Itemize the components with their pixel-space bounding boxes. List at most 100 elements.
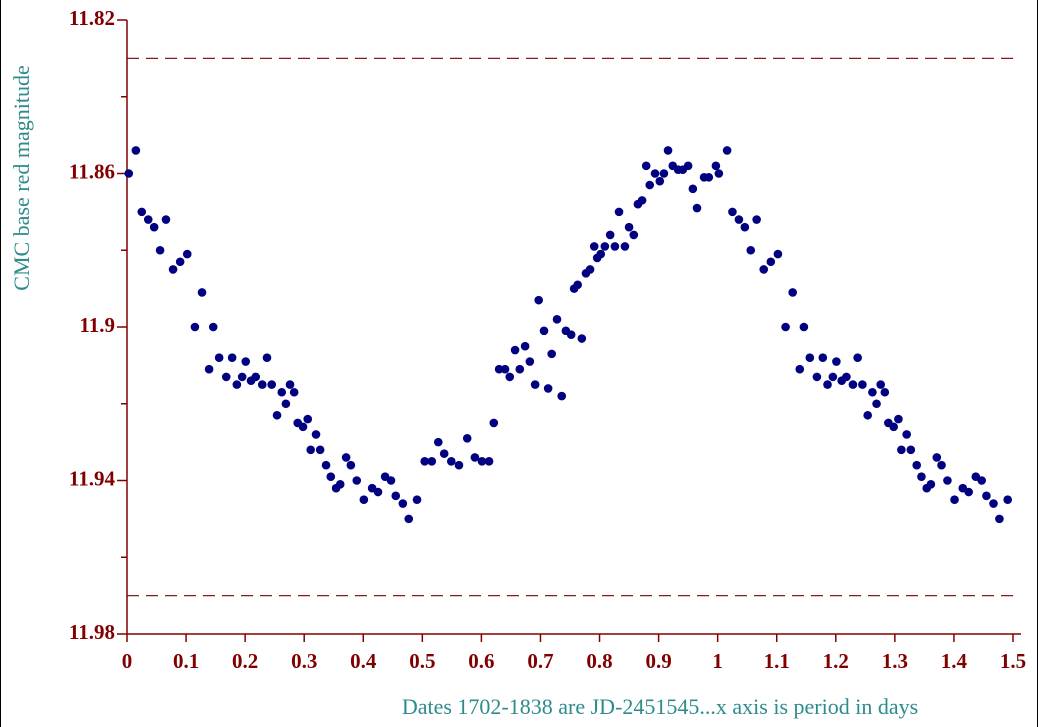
point <box>577 334 587 343</box>
point <box>359 495 369 504</box>
point <box>321 460 331 470</box>
point <box>788 288 797 297</box>
point <box>484 457 494 466</box>
point <box>842 372 851 382</box>
x-tick-label: 1.2 <box>823 649 849 673</box>
point <box>267 380 277 389</box>
point <box>629 230 639 240</box>
point <box>257 380 267 389</box>
point <box>1003 495 1012 504</box>
point <box>620 242 630 251</box>
x-tick-label: 0 <box>122 649 133 673</box>
point <box>262 353 272 363</box>
x-tick-label: 0.9 <box>645 649 671 673</box>
point <box>214 353 224 363</box>
point <box>600 242 610 251</box>
point <box>190 322 200 332</box>
point <box>161 215 171 224</box>
point <box>704 173 714 182</box>
point <box>692 203 702 213</box>
point <box>853 353 862 363</box>
point <box>439 449 449 458</box>
x-tick-label: 1.3 <box>882 649 908 673</box>
point <box>539 326 549 336</box>
point <box>182 249 192 259</box>
point <box>326 472 336 481</box>
point <box>241 357 251 366</box>
point <box>818 353 828 363</box>
point <box>728 207 737 217</box>
point <box>943 476 952 485</box>
x-tick-label: 0.6 <box>468 649 494 673</box>
point <box>510 345 520 355</box>
point <box>937 460 946 470</box>
point <box>232 380 242 389</box>
point <box>298 422 308 432</box>
point <box>746 245 756 255</box>
y-tick-label: 11.9 <box>79 313 115 337</box>
point <box>530 380 540 389</box>
point <box>277 387 287 397</box>
point <box>812 372 822 382</box>
point <box>614 207 624 217</box>
point <box>880 387 890 397</box>
point <box>306 445 315 455</box>
point <box>688 184 698 194</box>
point <box>932 453 942 462</box>
point <box>285 380 295 389</box>
x-tick-label: 0.8 <box>586 649 612 673</box>
point <box>477 457 487 466</box>
point <box>589 242 599 251</box>
point <box>547 349 556 359</box>
point <box>659 169 669 178</box>
point <box>335 480 345 489</box>
x-tick-label: 1 <box>712 649 723 673</box>
point <box>251 372 261 382</box>
point <box>404 514 414 524</box>
point <box>573 280 582 290</box>
point <box>711 161 721 171</box>
y-tick-label: 11.86 <box>69 159 115 183</box>
point <box>505 372 515 382</box>
point <box>373 487 383 497</box>
point <box>917 472 926 481</box>
point <box>714 169 724 178</box>
point <box>433 437 443 447</box>
point <box>773 249 783 259</box>
point <box>352 476 362 485</box>
point <box>828 372 838 382</box>
point <box>149 222 159 232</box>
point <box>566 330 576 339</box>
point <box>237 372 247 382</box>
point <box>848 380 858 389</box>
point <box>525 357 535 366</box>
point <box>795 364 805 374</box>
point <box>624 222 634 232</box>
point <box>124 169 134 178</box>
point <box>799 322 809 332</box>
point <box>311 430 321 439</box>
point <box>766 257 776 267</box>
point <box>155 245 165 255</box>
point <box>650 169 660 178</box>
point <box>175 257 185 267</box>
point <box>427 457 437 466</box>
point <box>734 215 744 224</box>
point <box>912 460 922 470</box>
point <box>926 480 936 489</box>
point <box>894 414 903 424</box>
x-tick-label: 1.4 <box>941 649 968 673</box>
point <box>534 295 543 305</box>
point <box>315 445 325 455</box>
point <box>832 357 841 366</box>
point <box>950 495 959 504</box>
x-tick-label: 0.7 <box>527 649 553 673</box>
point <box>208 322 218 332</box>
x-tick-label: 0.2 <box>232 649 258 673</box>
point <box>515 364 525 374</box>
point <box>346 460 356 470</box>
point <box>637 196 647 205</box>
point <box>462 433 472 443</box>
